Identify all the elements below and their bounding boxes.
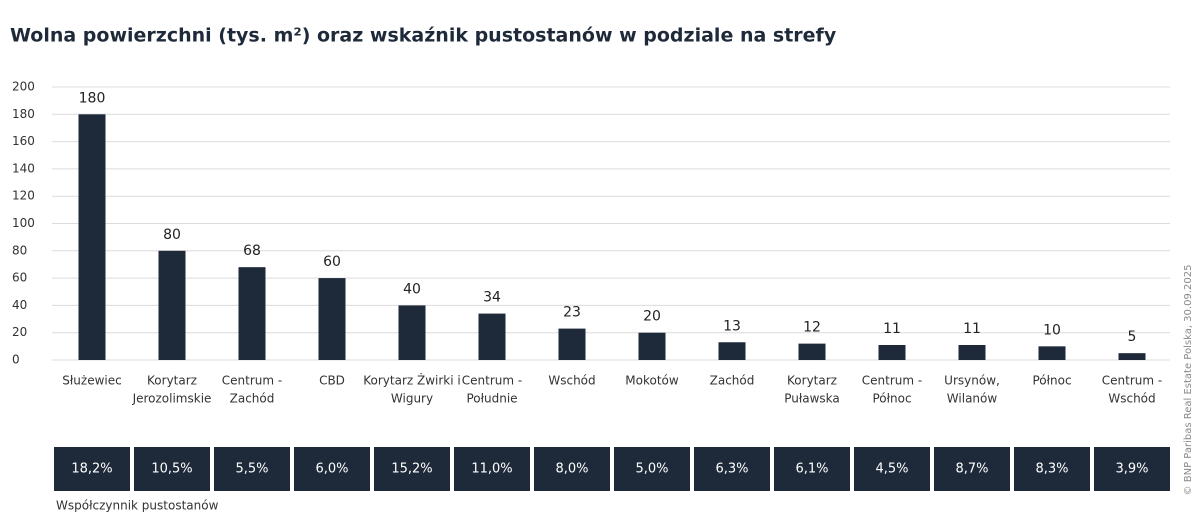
vacancy-cell: [454, 447, 530, 491]
vacancy-value: 18,2%: [71, 462, 112, 477]
x-tick-label: Centrum -: [222, 374, 282, 388]
vacancy-cell: [1094, 447, 1170, 491]
bar: [158, 250, 186, 360]
vacancy-value: 3,9%: [1115, 462, 1148, 477]
value-label: 10: [1043, 322, 1061, 338]
x-tick-label: Mokotów: [625, 374, 679, 388]
y-tick-label: 200: [12, 80, 35, 94]
x-tick-label: Korytarz: [147, 374, 197, 388]
bar: [478, 313, 506, 360]
chart-title: Wolna powierzchni (tys. m²) oraz wskaźni…: [10, 25, 837, 47]
x-tick-label: Zachód: [230, 392, 275, 406]
vacancy-cell: [774, 447, 850, 491]
bar: [718, 342, 746, 360]
y-tick-label: 40: [12, 298, 27, 312]
x-tick-label: Wigury: [391, 392, 433, 406]
vacancy-value: 5,0%: [635, 462, 668, 477]
x-tick-label: Południe: [466, 392, 517, 406]
y-tick-label: 120: [12, 189, 35, 203]
vacancy-cell: [214, 447, 290, 491]
x-tick-label: Północ: [1032, 374, 1071, 388]
vacancy-label: Współczynnik pustostanów: [56, 499, 219, 513]
vacancy-value: 8,0%: [555, 462, 588, 477]
y-tick-label: 20: [12, 325, 27, 339]
value-label: 11: [963, 321, 981, 337]
vacancy-cell: [54, 447, 130, 491]
y-tick-label: 100: [12, 216, 35, 230]
source: © BNP Paribas Real Estate Polska, 30.09.…: [1183, 265, 1194, 496]
x-tick-label: Korytarz: [787, 374, 837, 388]
value-label: 12: [803, 320, 821, 336]
x-tick-label: Centrum -: [462, 374, 522, 388]
value-label: 80: [163, 227, 181, 243]
vacancy-value: 5,5%: [235, 462, 268, 477]
vacancy-cell: [614, 447, 690, 491]
value-label: 11: [883, 321, 901, 337]
x-tick-label: Ursynów,: [944, 374, 1000, 388]
bar: [1038, 346, 1066, 360]
y-tick-label: 60: [12, 271, 27, 285]
vacancy-value: 10,5%: [151, 462, 192, 477]
vacancy-value: 8,7%: [955, 462, 988, 477]
vacancy-cell: [534, 447, 610, 491]
vacancy-cell: [934, 447, 1010, 491]
vacancy-cell: [134, 447, 210, 491]
y-tick-label: 140: [12, 161, 35, 175]
vacancy-value: 6,0%: [315, 462, 348, 477]
bar: [318, 278, 346, 360]
x-tick-label: Wilanów: [947, 392, 998, 406]
x-tick-label: Centrum -: [1102, 374, 1162, 388]
bar: [78, 114, 106, 360]
value-label: 60: [323, 254, 341, 270]
bar: [238, 267, 266, 360]
bar: [638, 332, 666, 360]
vacancy-cell: [694, 447, 770, 491]
value-label: 13: [723, 318, 741, 334]
bar: [878, 344, 906, 360]
x-tick-label: Służewiec: [62, 374, 121, 388]
y-tick-label: 0: [12, 353, 20, 367]
value-label: 68: [243, 243, 261, 259]
vacancy-value: 4,5%: [875, 462, 908, 477]
vacancy-cell: [1014, 447, 1090, 491]
y-tick-label: 80: [12, 243, 27, 257]
bar: [398, 305, 426, 360]
x-tick-label: Centrum -: [862, 374, 922, 388]
value-label: 34: [483, 290, 501, 306]
y-tick-label: 180: [12, 107, 35, 121]
vacancy-value: 15,2%: [391, 462, 432, 477]
bar: [798, 343, 826, 360]
vacancy-value: 8,3%: [1035, 462, 1068, 477]
vacancy-value: 6,3%: [715, 462, 748, 477]
x-tick-label: Wschód: [1108, 392, 1155, 406]
vacancy-value: 6,1%: [795, 462, 828, 477]
y-tick-label: 160: [12, 134, 35, 148]
value-label: 23: [563, 305, 581, 321]
x-tick-label: CBD: [319, 374, 345, 388]
x-tick-label: Korytarz Żwirki i: [363, 373, 461, 388]
value-label: 180: [79, 90, 106, 106]
vacancy-cell: [854, 447, 930, 491]
value-label: 20: [643, 309, 661, 325]
x-tick-label: Zachód: [710, 374, 755, 388]
x-tick-label: Puławska: [784, 392, 840, 406]
x-tick-label: Jerozolimskie: [132, 392, 212, 406]
vacancy-cell: [374, 447, 450, 491]
x-tick-label: Północ: [872, 392, 911, 406]
bar: [558, 328, 586, 360]
bar: [958, 344, 986, 360]
vacancy-value: 11,0%: [471, 462, 512, 477]
value-label: 40: [403, 281, 421, 297]
value-label: 5: [1128, 329, 1137, 345]
bar: [1118, 353, 1146, 360]
vacancy-cell: [294, 447, 370, 491]
x-tick-label: Wschód: [548, 374, 595, 388]
